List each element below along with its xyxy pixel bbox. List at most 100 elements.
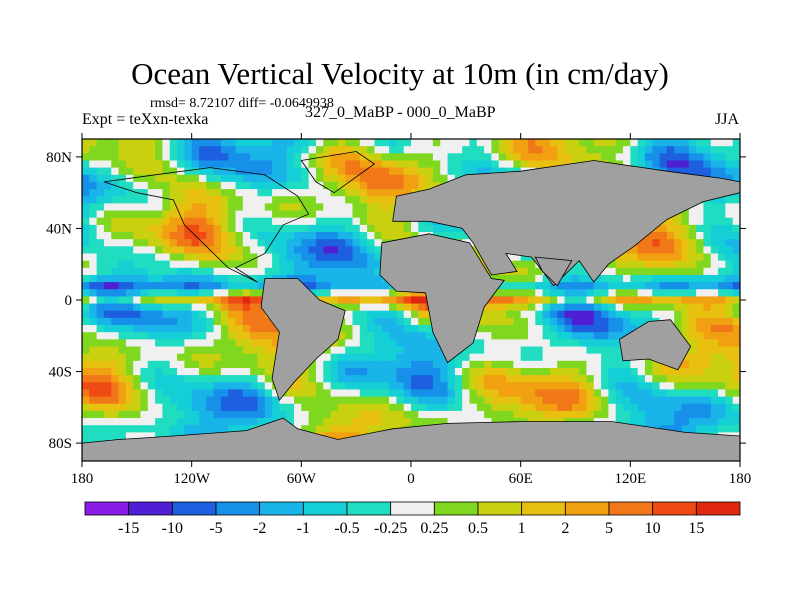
field-cell bbox=[374, 282, 383, 290]
field-cell bbox=[718, 167, 726, 176]
field-cell bbox=[688, 274, 697, 283]
field-cell bbox=[403, 296, 412, 305]
field-cell bbox=[359, 425, 368, 433]
field-cell bbox=[674, 282, 683, 290]
field-cell bbox=[359, 210, 368, 219]
field-cell bbox=[557, 289, 566, 298]
field-cell bbox=[374, 289, 383, 298]
field-cell bbox=[352, 217, 361, 226]
field-cell bbox=[440, 375, 449, 383]
field-cell bbox=[630, 246, 639, 255]
field-cell bbox=[337, 160, 346, 169]
field-cell bbox=[535, 153, 544, 162]
field-cell bbox=[103, 160, 112, 169]
y-tick-label: 0 bbox=[65, 293, 73, 309]
field-cell bbox=[535, 375, 544, 383]
field-cell bbox=[549, 332, 558, 340]
field-cell bbox=[367, 253, 376, 262]
field-cell bbox=[389, 289, 397, 298]
field-cell bbox=[89, 246, 98, 255]
field-cell bbox=[198, 181, 207, 190]
field-cell bbox=[381, 310, 390, 319]
field-cell bbox=[637, 382, 646, 391]
field-cell bbox=[586, 396, 595, 405]
field-cell bbox=[272, 339, 280, 348]
field-cell bbox=[601, 289, 609, 298]
field-cell bbox=[681, 217, 690, 226]
field-cell bbox=[242, 160, 251, 169]
field-cell bbox=[718, 403, 726, 412]
field-cell bbox=[345, 382, 354, 391]
field-cell bbox=[462, 396, 471, 405]
colorbar-swatch bbox=[302, 501, 348, 516]
field-cell bbox=[155, 217, 164, 226]
field-cell bbox=[345, 153, 354, 162]
field-cell bbox=[630, 403, 639, 412]
field-cell bbox=[396, 296, 405, 305]
field-cell bbox=[118, 432, 127, 441]
field-cell bbox=[103, 153, 112, 162]
field-cell bbox=[89, 160, 98, 169]
field-cell bbox=[520, 296, 529, 305]
field-cell bbox=[96, 217, 105, 226]
field-cell bbox=[228, 260, 237, 269]
field-cell bbox=[257, 353, 266, 362]
field-cell bbox=[206, 260, 215, 269]
field-cell bbox=[396, 346, 405, 355]
field-cell bbox=[155, 310, 164, 319]
field-cell bbox=[367, 425, 376, 433]
field-cell bbox=[381, 303, 390, 312]
field-cell bbox=[571, 375, 580, 383]
field-cell bbox=[359, 389, 368, 398]
field-cell bbox=[571, 396, 580, 405]
field-cell bbox=[125, 389, 134, 398]
field-cell bbox=[710, 246, 719, 255]
field-cell bbox=[381, 189, 390, 197]
field-cell bbox=[337, 196, 346, 204]
field-cell bbox=[345, 403, 354, 412]
field-cell bbox=[630, 325, 639, 333]
field-cell bbox=[703, 239, 712, 247]
field-cell bbox=[367, 224, 376, 233]
field-cell bbox=[206, 267, 215, 276]
field-cell bbox=[323, 253, 332, 262]
field-cell bbox=[162, 325, 171, 333]
field-cell bbox=[184, 139, 193, 147]
field-cell bbox=[228, 160, 237, 169]
field-cell bbox=[579, 289, 588, 298]
field-cell bbox=[674, 317, 683, 326]
field-cell bbox=[608, 389, 617, 398]
field-cell bbox=[206, 282, 215, 290]
field-cell bbox=[491, 296, 500, 305]
field-cell bbox=[82, 360, 90, 369]
field-cell bbox=[264, 410, 273, 419]
field-cell bbox=[162, 146, 171, 154]
field-cell bbox=[352, 167, 361, 176]
field-cell bbox=[177, 375, 185, 383]
field-cell bbox=[425, 346, 434, 355]
field-cell bbox=[681, 146, 690, 154]
field-cell bbox=[103, 310, 112, 319]
field-cell bbox=[389, 224, 397, 233]
field-cell bbox=[374, 425, 383, 433]
field-cell bbox=[403, 353, 412, 362]
field-cell bbox=[330, 139, 339, 147]
field-cell bbox=[688, 153, 697, 162]
field-cell bbox=[359, 282, 368, 290]
field-cell bbox=[469, 339, 478, 348]
field-cell bbox=[571, 274, 580, 283]
field-cell bbox=[644, 253, 653, 262]
field-cell bbox=[564, 139, 573, 147]
field-cell bbox=[89, 382, 98, 391]
field-cell bbox=[674, 139, 683, 147]
field-cell bbox=[96, 375, 105, 383]
field-cell bbox=[527, 396, 536, 405]
field-cell bbox=[703, 353, 712, 362]
field-cell bbox=[213, 181, 222, 190]
field-cell bbox=[140, 174, 149, 183]
field-cell bbox=[520, 367, 529, 376]
field-cell bbox=[235, 375, 244, 383]
field-cell bbox=[549, 139, 558, 147]
colorbar: -15 -10 -5 -2 -1 -0.5 -0.25 0.25 0.5 1 2 5 10 15 bbox=[84, 501, 741, 537]
field-cell bbox=[228, 410, 237, 419]
